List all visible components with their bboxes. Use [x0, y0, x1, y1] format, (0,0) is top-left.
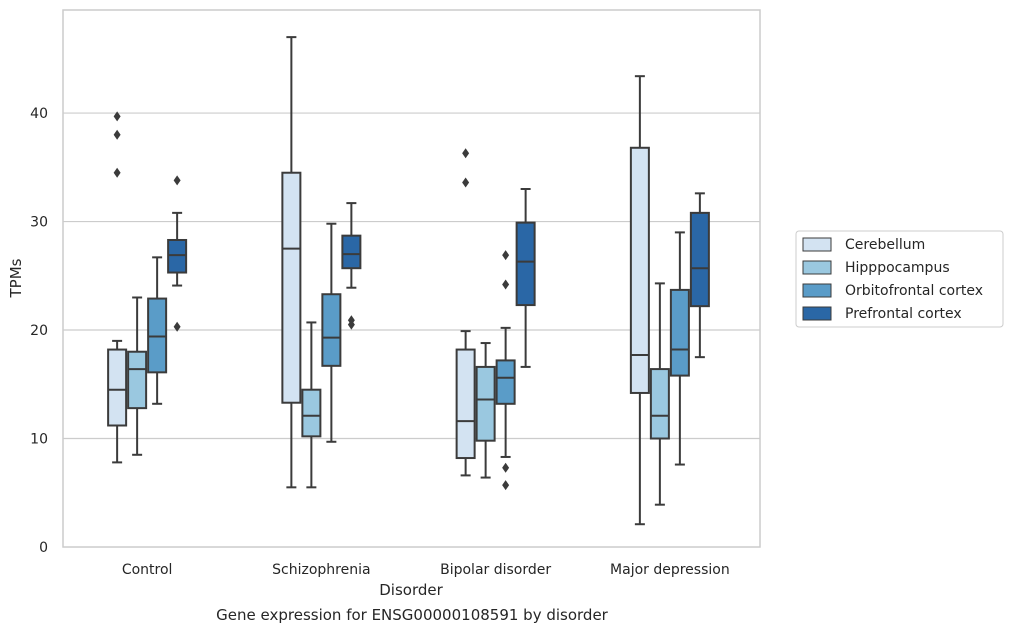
box	[341, 202, 362, 330]
box-iqr	[167, 238, 188, 274]
box	[301, 321, 322, 489]
box	[629, 75, 650, 526]
box-iqr	[281, 171, 302, 404]
box	[669, 231, 690, 466]
box	[281, 36, 302, 489]
series-orbitofrontal-cortex	[147, 222, 690, 491]
y-tick-label: 30	[30, 215, 48, 231]
legend-swatch	[802, 306, 832, 321]
outlier-point	[502, 250, 510, 261]
outlier-point	[502, 480, 510, 491]
legend-swatch	[802, 260, 832, 275]
outlier-point	[173, 321, 181, 332]
box	[495, 250, 516, 491]
box-iqr	[301, 388, 322, 438]
plot-area-frame	[62, 9, 761, 548]
box-iqr	[475, 365, 496, 442]
box	[321, 222, 342, 443]
outlier-point	[462, 148, 470, 159]
x-tick-label: Control	[122, 562, 173, 578]
x-axis-ticks: Control Schizophrenia Bipolar disorder Majo…	[122, 562, 730, 578]
box	[515, 188, 536, 368]
box	[455, 148, 476, 477]
legend-label: Prefrontal cortex	[845, 306, 962, 322]
y-tick-label: 20	[30, 323, 48, 339]
outlier-point	[502, 279, 510, 290]
y-tick-label: 10	[30, 432, 48, 448]
box-iqr	[321, 293, 342, 367]
box-iqr	[689, 211, 710, 308]
legend-frame	[795, 230, 1004, 328]
y-tick-label: 0	[39, 540, 48, 556]
box-iqr	[147, 297, 168, 374]
box-iqr	[495, 359, 516, 405]
legend-label: Cerebellum	[845, 237, 925, 253]
chart-caption: Gene expression for ENSG00000108591 by d…	[216, 606, 608, 624]
x-tick-label: Major depression	[610, 562, 730, 578]
legend-swatch	[802, 237, 832, 252]
box-series	[107, 36, 710, 526]
y-axis-ticks: 0 10 20 30 40	[30, 106, 48, 556]
series-cerebellum	[107, 36, 650, 526]
outlier-point	[113, 167, 121, 178]
outlier-point	[113, 129, 121, 140]
box	[649, 282, 670, 506]
box	[127, 296, 148, 456]
x-tick-label: Schizophrenia	[272, 562, 370, 578]
outlier-point	[347, 315, 355, 326]
outlier-point	[113, 111, 121, 122]
box-iqr	[341, 234, 362, 270]
box	[167, 175, 188, 332]
y-axis-label: TPMs	[7, 258, 25, 298]
y-tick-label: 40	[30, 106, 48, 122]
box-iqr	[107, 348, 128, 427]
box-iqr	[669, 288, 690, 377]
outlier-point	[502, 462, 510, 473]
series-hipppocampus	[127, 282, 670, 506]
box	[147, 256, 168, 405]
outlier-point	[462, 177, 470, 188]
series-prefrontal-cortex	[167, 175, 710, 368]
outlier-point	[173, 175, 181, 186]
box	[689, 192, 710, 359]
box-iqr	[629, 146, 650, 394]
box-iqr	[649, 368, 670, 440]
legend-label: Orbitofrontal cortex	[845, 283, 983, 299]
legend: Cerebellum Hipppocampus Orbitofrontal cort…	[795, 230, 1004, 328]
legend-swatch	[802, 283, 832, 298]
legend-label: Hipppocampus	[845, 260, 950, 276]
x-axis-label: Disorder	[379, 581, 443, 599]
x-tick-label: Bipolar disorder	[440, 562, 551, 578]
box-iqr	[127, 350, 148, 410]
box-iqr	[515, 221, 536, 307]
box	[475, 342, 496, 479]
box	[107, 111, 128, 464]
box-iqr	[455, 348, 476, 460]
